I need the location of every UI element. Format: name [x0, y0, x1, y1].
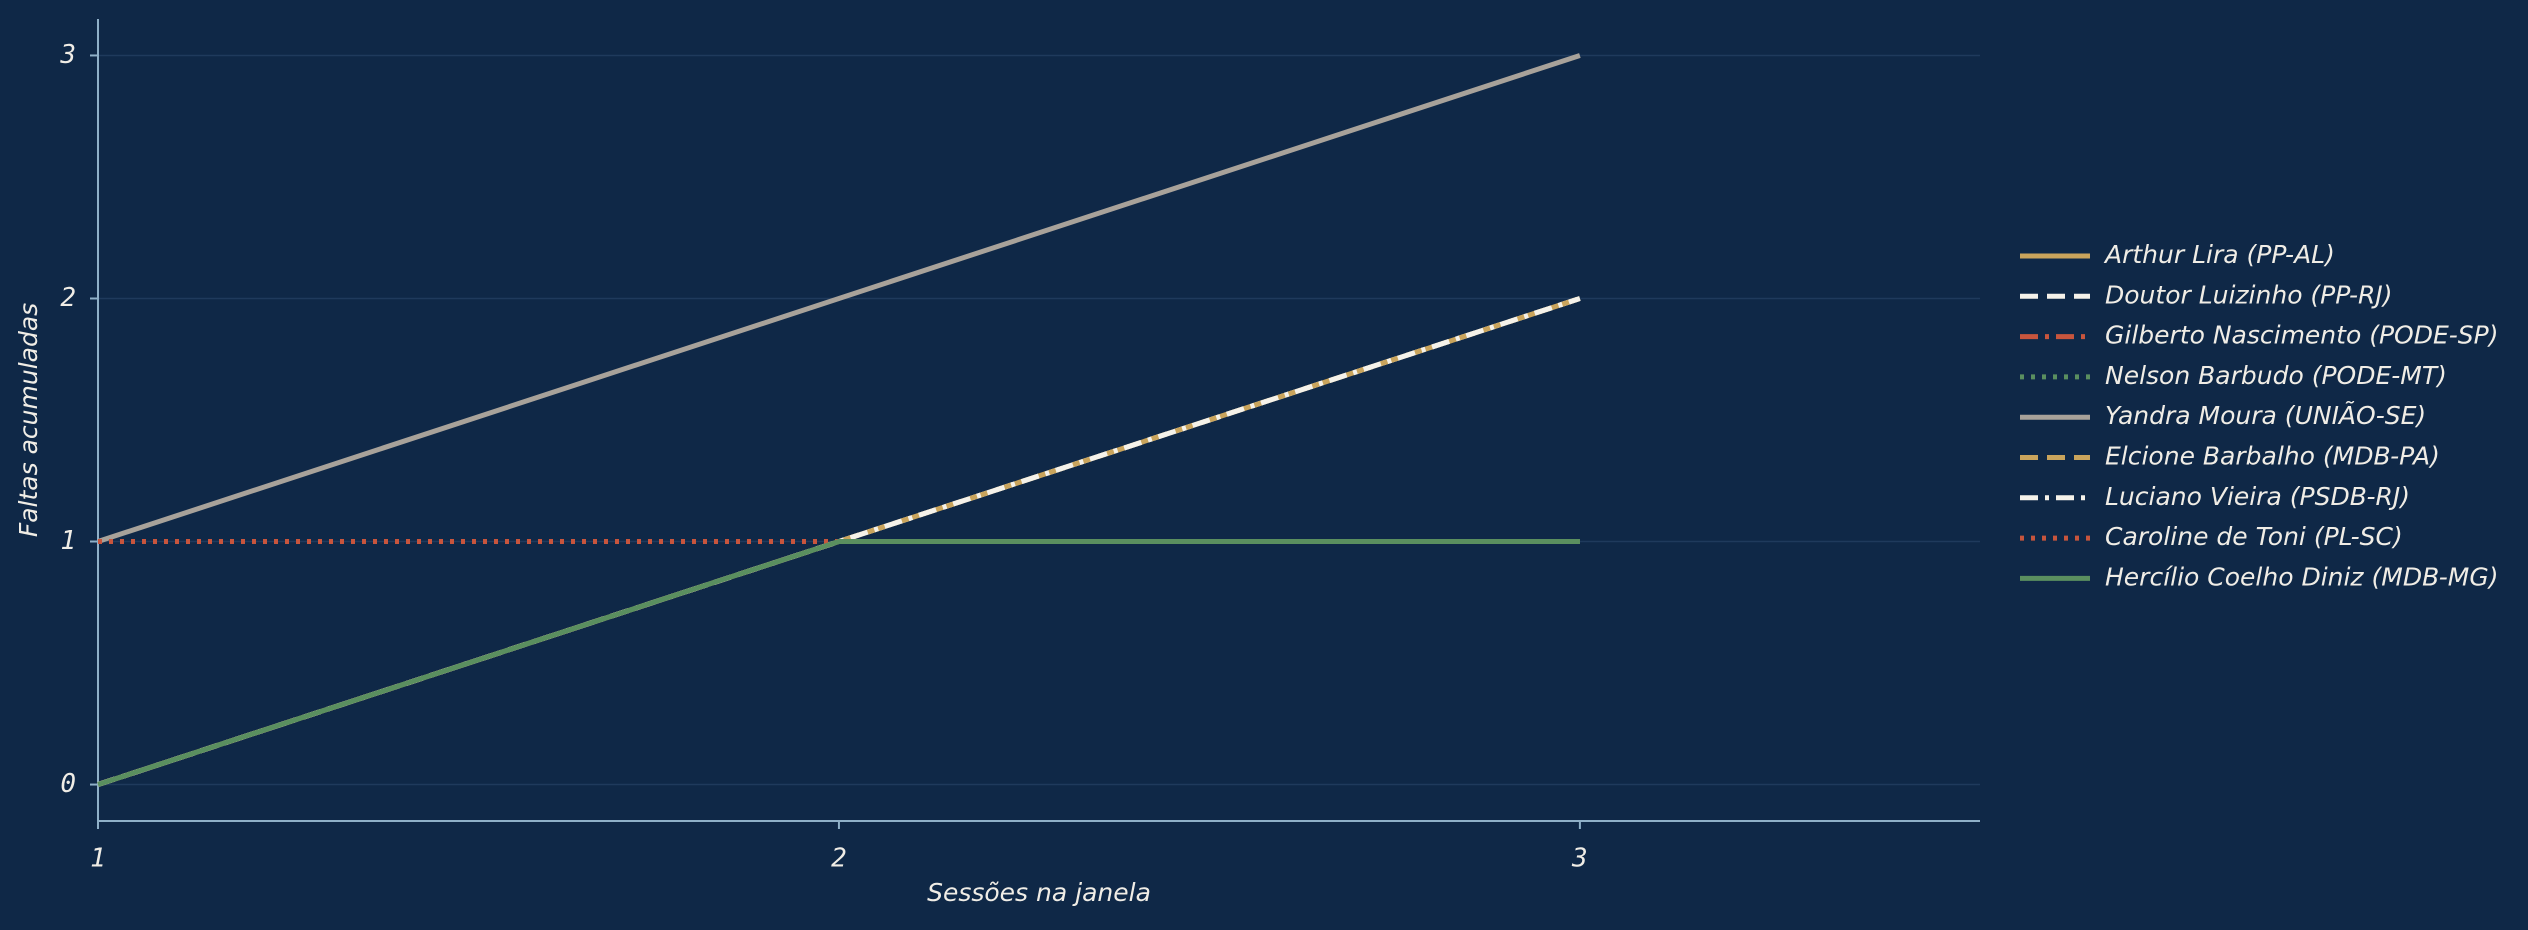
legend-label: Hercílio Coelho Diniz (MDB-MG)	[2105, 562, 2499, 591]
legend-label: Luciano Vieira (PSDB-RJ)	[2105, 482, 2410, 511]
x-tick-label: 2	[831, 844, 847, 874]
legend-label: Elcione Barbalho (MDB-PA)	[2105, 442, 2440, 471]
y-tick-label: 2	[60, 283, 76, 313]
legend-label: Arthur Lira (PP-AL)	[2103, 240, 2335, 269]
series-line	[97, 53, 1581, 544]
y-tick-label: 1	[60, 526, 76, 556]
x-tick-label: 3	[1571, 844, 1588, 874]
series-line	[97, 539, 1580, 787]
y-tick-label: 0	[60, 769, 76, 799]
legend-label: Nelson Barbudo (PODE-MT)	[2105, 361, 2447, 390]
y-axis-label: Faltas acumuladas	[14, 303, 43, 537]
x-tick-label: 1	[90, 844, 106, 874]
legend-label: Caroline de Toni (PL-SC)	[2105, 522, 2403, 551]
legend-label: Yandra Moura (UNIÃO-SE)	[2105, 400, 2426, 430]
x-axis-label: Sessões na janela	[927, 878, 1151, 907]
legend-label: Doutor Luizinho (PP-RJ)	[2105, 280, 2393, 309]
legend-label: Gilberto Nascimento (PODE-SP)	[2105, 321, 2498, 350]
y-tick-label: 3	[59, 40, 76, 70]
